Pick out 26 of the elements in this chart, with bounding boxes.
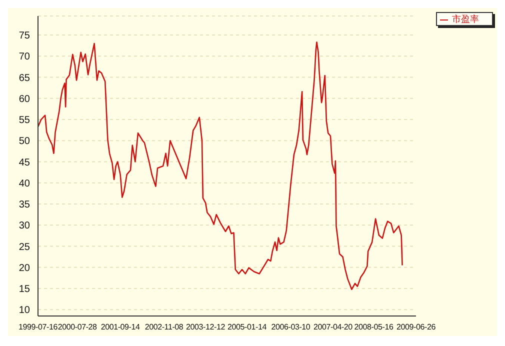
x-tick-label: 2005-01-14 (228, 322, 268, 332)
y-tick-label: 10 (18, 305, 30, 316)
y-tick-label: 75 (18, 30, 30, 42)
y-tick-label: 35 (18, 200, 30, 211)
x-tick-label: 2007-04-20 (314, 322, 354, 332)
y-tick-label: 65 (18, 72, 30, 84)
y-tick-label: 15 (18, 284, 30, 296)
line-series (38, 42, 403, 290)
legend-label: 市盈率 (452, 14, 479, 24)
y-tick-label: 25 (18, 242, 30, 253)
y-tick-label: 70 (18, 52, 30, 63)
x-tick-label: 2008-05-16 (354, 322, 394, 332)
x-tick-label: 2009-06-26 (396, 322, 436, 332)
y-tick-label: 50 (18, 136, 30, 148)
x-tick-label: 2001-09-14 (100, 322, 141, 332)
x-tick-label: 2006-03-10 (271, 322, 311, 332)
y-tick-label: 60 (18, 94, 30, 105)
y-tick-label: 55 (18, 115, 30, 126)
y-tick-label: 20 (18, 262, 30, 274)
x-tick-label: 2000-07-28 (58, 322, 98, 332)
x-tick-label: 2003-12-12 (186, 322, 226, 332)
x-tick-label: 2002-11-08 (144, 322, 184, 332)
y-tick-label: 45 (18, 157, 30, 168)
y-tick-label: 30 (18, 220, 30, 232)
y-tick-label: 40 (18, 178, 30, 190)
x-tick-label: 1999-07-16 (18, 322, 58, 332)
